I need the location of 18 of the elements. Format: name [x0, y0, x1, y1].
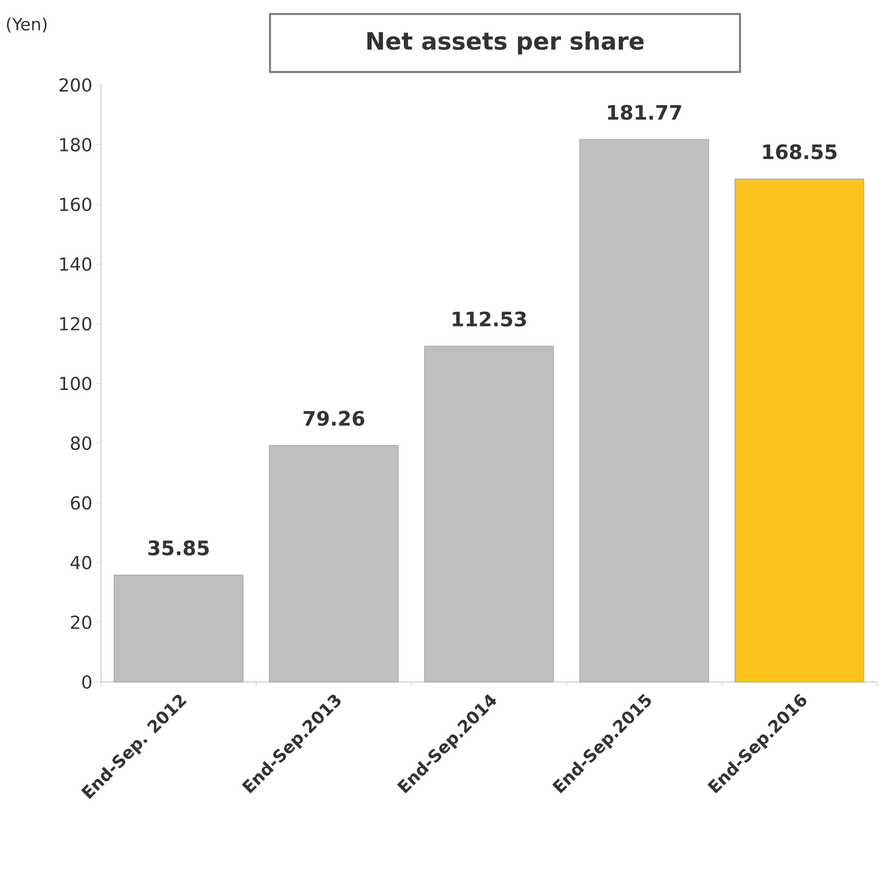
- data-label: 168.55: [763, 144, 836, 160]
- y-tick-label: 40: [70, 556, 92, 570]
- y-tick-label: 180: [60, 138, 92, 152]
- y-tick-label: 140: [60, 257, 92, 271]
- y-tick-label: 60: [70, 496, 92, 510]
- data-label: 112.53: [452, 312, 526, 327]
- y-axis-title: (Yen): [6, 17, 47, 33]
- data-label: 181.77: [608, 104, 682, 120]
- y-tick-label: 120: [60, 317, 92, 331]
- y-tick-label: 80: [70, 436, 92, 450]
- y-tick-label: 0: [82, 675, 92, 689]
- data-label: 35.85: [148, 540, 209, 556]
- chart-title: Net assets per share: [367, 31, 644, 55]
- y-tick-label: 200: [60, 78, 92, 92]
- y-tick-label: 100: [60, 376, 92, 390]
- data-label: 79.26: [304, 410, 364, 426]
- y-tick-label: 20: [70, 616, 92, 630]
- y-tick-label: 160: [60, 198, 92, 212]
